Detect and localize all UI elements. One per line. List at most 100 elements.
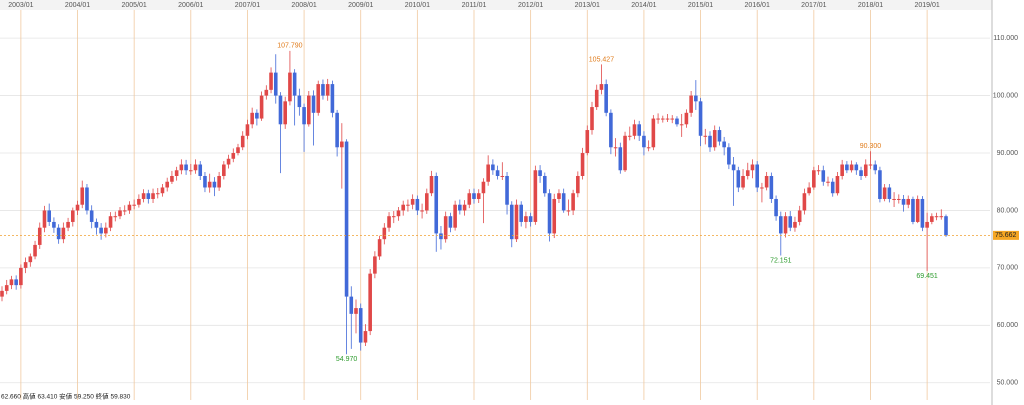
candle-body	[594, 89, 599, 108]
candle-body	[368, 273, 372, 332]
candle-body	[561, 193, 566, 211]
candle-body	[528, 216, 533, 222]
candle-body	[118, 210, 122, 217]
high-label: 105.427	[589, 56, 614, 63]
candle-body	[821, 170, 826, 182]
candle-body	[236, 147, 240, 154]
y-tick-label: 70.000	[997, 265, 1019, 272]
candle-body	[826, 181, 830, 183]
candle-body	[547, 193, 552, 234]
candle-body	[892, 198, 896, 200]
candle-body	[85, 187, 89, 211]
candle-body	[859, 170, 863, 176]
x-tick-label: 2019/01	[914, 2, 939, 9]
candle-body	[590, 107, 594, 131]
y-tick-label: 90.000	[997, 150, 1019, 157]
candle-body	[684, 112, 689, 125]
candles	[0, 50, 948, 355]
candle-body	[665, 118, 670, 120]
labels: 50.000 60.000 70.000 80.000 90.000 100.000 110…	[0, 2, 1019, 387]
candle-body	[28, 256, 33, 263]
candle-body	[292, 72, 297, 96]
low-label: 54.970	[336, 356, 358, 363]
candle-body	[198, 164, 203, 176]
candle-body	[127, 204, 132, 211]
x-tick-label: 2010/01	[405, 2, 430, 9]
candle-body	[642, 135, 646, 148]
candle-body	[325, 84, 330, 96]
candle-body	[887, 187, 892, 199]
y-tick-label: 100.000	[993, 92, 1018, 99]
x-tick-label: 2009/01	[348, 2, 373, 9]
x-tick-label: 2005/01	[122, 2, 147, 9]
candle-body	[538, 170, 542, 176]
candle-body	[873, 164, 877, 171]
candle-body	[793, 221, 797, 228]
candle-body	[552, 198, 557, 234]
candle-body	[533, 170, 538, 222]
candle-body	[396, 210, 401, 217]
candle-body	[203, 175, 207, 188]
candle-body	[222, 164, 226, 176]
candle-body	[939, 216, 944, 218]
candle-body	[755, 164, 759, 188]
candle-body	[231, 153, 236, 159]
candle-body	[425, 193, 429, 211]
candle-body	[514, 204, 519, 240]
candle-body	[802, 193, 807, 211]
candle-body	[495, 170, 500, 176]
candle-body	[184, 164, 188, 171]
candle-body	[604, 84, 608, 113]
candle-body	[406, 204, 410, 206]
candle-body	[80, 187, 85, 205]
candle-body	[212, 181, 217, 188]
candle-body	[19, 267, 23, 286]
last-price-label: 75.662	[995, 232, 1017, 239]
candle-body	[349, 296, 354, 314]
candle-body	[170, 175, 174, 182]
candle-body	[934, 216, 939, 218]
candle-body	[160, 187, 165, 194]
candle-body	[363, 331, 368, 343]
candle-body	[137, 198, 141, 205]
candle-body	[448, 216, 453, 228]
candle-body	[94, 221, 99, 228]
candle-body	[387, 216, 391, 228]
candle-body	[321, 84, 325, 96]
candle-body	[151, 193, 155, 199]
x-tick-label: 2013/01	[575, 2, 600, 9]
candle-body	[316, 84, 321, 113]
candle-body	[410, 198, 415, 205]
candle-body	[47, 210, 51, 222]
candle-body	[458, 204, 462, 211]
candle-body	[9, 279, 14, 286]
candle-body	[571, 193, 575, 211]
candle-body	[377, 239, 382, 257]
candle-body	[807, 187, 811, 194]
status-bar: 62.660 高値 63.410 安値 59.250 終値 59.830	[1, 392, 131, 401]
candle-body	[193, 164, 198, 171]
candle-body	[354, 308, 358, 314]
candle-body	[240, 135, 245, 148]
candle-body	[189, 170, 193, 172]
candle-body	[708, 135, 712, 148]
candle-body	[835, 175, 840, 194]
candle-body	[576, 175, 580, 194]
x-tick-label: 2014/01	[631, 2, 656, 9]
candle-body	[812, 170, 816, 188]
candle-body	[14, 279, 18, 286]
candle-body	[760, 187, 764, 189]
candle-body	[868, 164, 873, 166]
candle-body	[33, 244, 37, 257]
candle-body	[509, 204, 514, 240]
candle-body	[165, 181, 169, 188]
x-tick-label: 2003/01	[8, 2, 33, 9]
candle-body	[906, 198, 911, 205]
candle-body	[344, 141, 349, 297]
x-tick-label: 2004/01	[65, 2, 90, 9]
candle-body	[717, 130, 722, 142]
x-tick-label: 2006/01	[178, 2, 203, 9]
candle-body	[429, 175, 434, 194]
